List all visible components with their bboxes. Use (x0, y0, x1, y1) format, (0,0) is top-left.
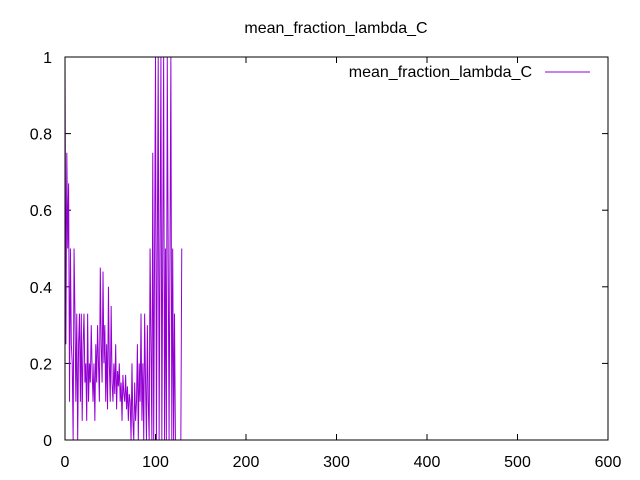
y-tick-label: 1 (43, 50, 52, 67)
y-axis-ticks: 0 0.2 0.4 0.6 0.8 1 (30, 50, 608, 450)
x-tick-label: 400 (414, 454, 441, 471)
y-tick-label: 0 (43, 433, 52, 450)
y-tick-label: 0.4 (30, 280, 52, 297)
chart-title: mean_fraction_lambda_C (244, 20, 427, 37)
y-tick-label: 0.8 (30, 127, 52, 144)
legend-label: mean_fraction_lambda_C (349, 64, 532, 81)
y-tick-label: 0.6 (30, 203, 52, 220)
series-line (64, 56, 183, 441)
plot-frame (64, 56, 609, 441)
legend: mean_fraction_lambda_C (349, 64, 590, 81)
x-tick-label: 300 (323, 454, 350, 471)
x-tick-label: 200 (233, 454, 260, 471)
series-group (64, 56, 183, 441)
y-tick-label: 0.2 (30, 356, 52, 373)
x-tick-label: 600 (595, 454, 622, 471)
x-tick-label: 500 (504, 454, 531, 471)
x-tick-label: 0 (61, 454, 70, 471)
x-tick-label: 100 (142, 454, 169, 471)
